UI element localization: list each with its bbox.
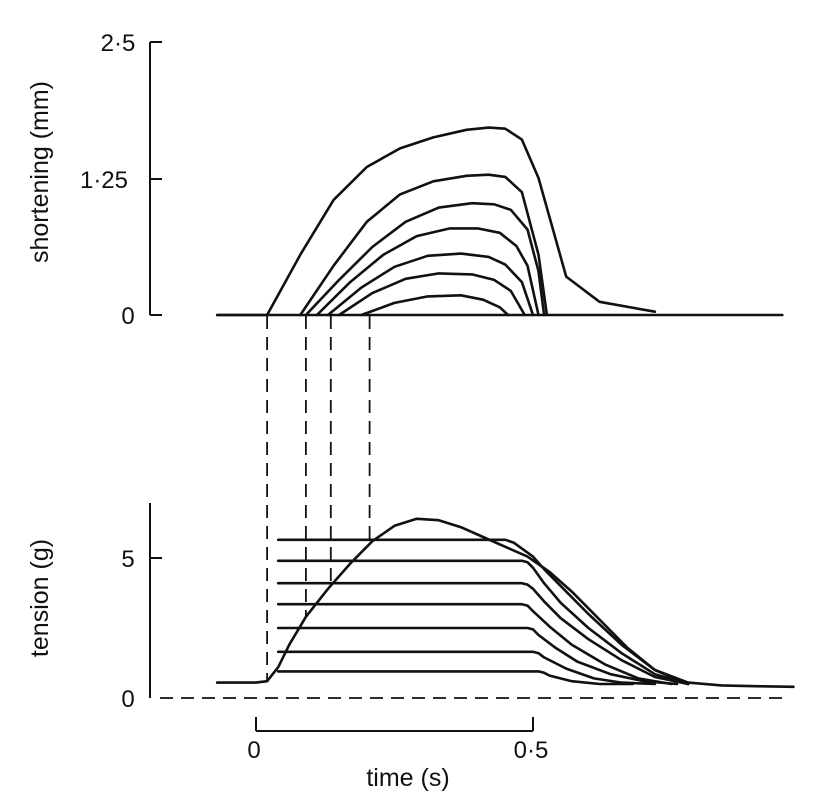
time-x-label: time (s) <box>366 764 449 792</box>
tension-5 <box>276 626 679 686</box>
shortening-3 <box>304 201 546 317</box>
shortening-panel: 2·5 1·25 0 shortening (mm) <box>26 30 784 330</box>
tension-7 <box>276 670 635 686</box>
tension-panel: 5 0 tension (g) 0 0·5 time (s) <box>26 503 795 792</box>
tension-tick-label-zero: 0 <box>121 686 134 713</box>
time-tick-label-zero: 0 <box>247 737 260 764</box>
shortening-4 <box>315 227 540 317</box>
shortening-1 <box>215 126 657 317</box>
tension-6 <box>276 650 657 686</box>
shortening-tick-label-zero: 0 <box>121 303 134 330</box>
time-tick-label-half: 0·5 <box>514 737 549 764</box>
shortening-2 <box>298 173 549 317</box>
stimulus-markers <box>266 316 371 682</box>
shortening-6 <box>337 272 527 317</box>
tension-tick-label-five: 5 <box>121 546 134 573</box>
tension-envelope <box>215 517 795 689</box>
tension-1 <box>276 538 690 686</box>
shortening-y-label: shortening (mm) <box>26 81 54 263</box>
shortening-5 <box>326 252 535 317</box>
tension-4 <box>276 602 673 686</box>
shortening-traces <box>215 126 657 317</box>
shortening-7 <box>359 293 510 317</box>
tension-2 <box>276 559 690 686</box>
shortening-tick-label-top: 2·5 <box>101 30 136 57</box>
shortening-tick-label-mid: 1·25 <box>80 167 128 194</box>
tension-3 <box>276 581 690 686</box>
tension-traces <box>215 517 795 689</box>
tension-y-label: tension (g) <box>26 539 54 657</box>
